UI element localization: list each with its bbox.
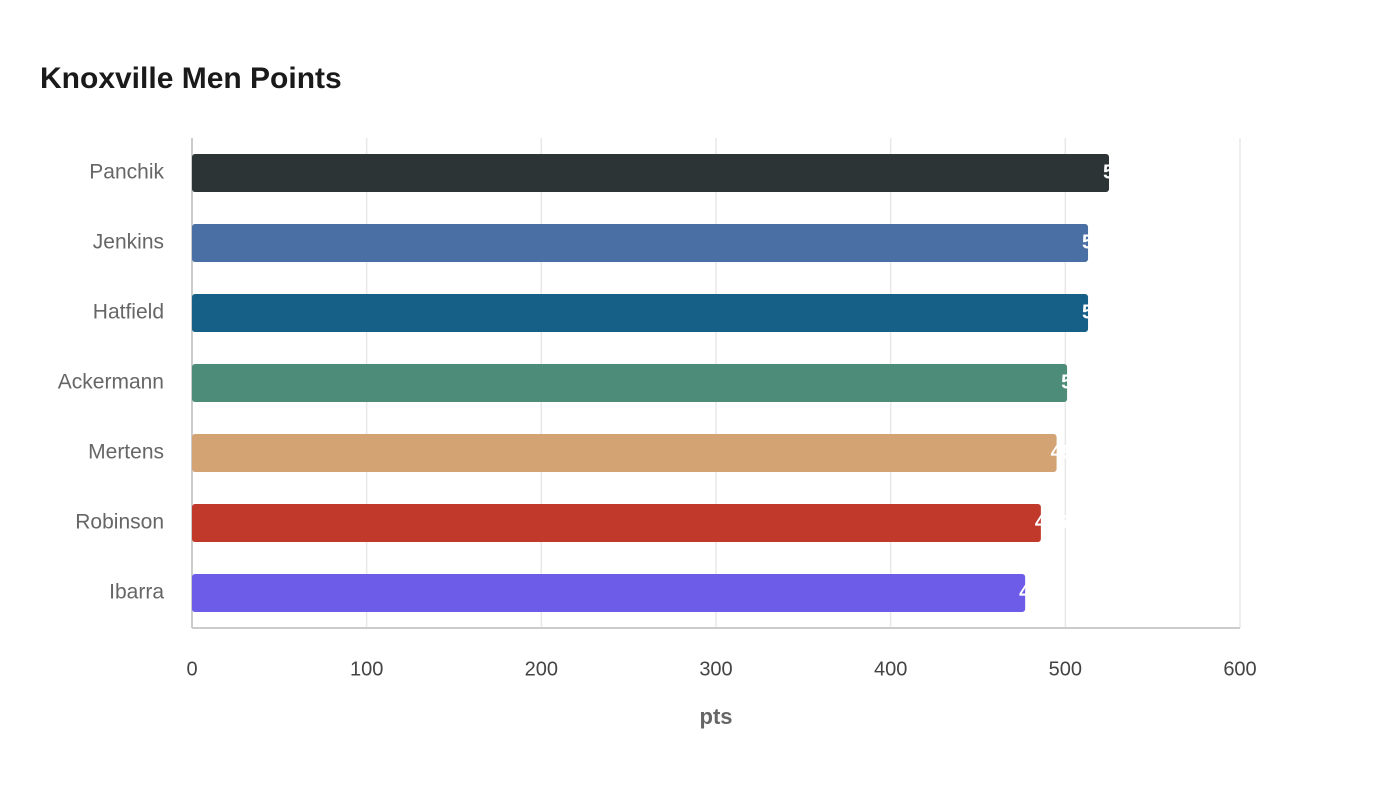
x-tick-label: 500 xyxy=(1049,658,1082,680)
value-label: 513 xyxy=(1082,231,1115,253)
bar xyxy=(192,224,1089,262)
value-label: 486 xyxy=(1035,511,1068,533)
y-tick-label: Hatfield xyxy=(93,301,164,324)
x-tick-label: 100 xyxy=(350,658,383,680)
bar xyxy=(192,154,1109,192)
y-tick-label: Robinson xyxy=(75,511,164,534)
y-tick-label: Ibarra xyxy=(109,581,164,604)
value-label: 501 xyxy=(1061,371,1094,393)
value-label: 495 xyxy=(1051,441,1084,463)
bar xyxy=(192,504,1041,542)
value-label: 525 xyxy=(1103,161,1136,183)
x-tick-label: 600 xyxy=(1223,658,1256,680)
bar xyxy=(192,574,1026,612)
bar xyxy=(192,294,1089,332)
y-tick-label: Panchik xyxy=(89,161,164,184)
y-tick-label: Mertens xyxy=(88,441,164,464)
bar xyxy=(192,434,1057,472)
x-tick-label: 0 xyxy=(186,658,197,680)
chart-title: Knoxville Men Points xyxy=(40,62,342,95)
y-tick-label: Jenkins xyxy=(93,231,164,254)
x-tick-label: 200 xyxy=(525,658,558,680)
value-label: 513 xyxy=(1082,301,1115,323)
value-label: 477 xyxy=(1019,581,1052,603)
y-tick-label: Ackermann xyxy=(58,371,164,394)
x-axis-label: pts xyxy=(700,704,733,729)
bar xyxy=(192,364,1068,402)
x-tick-label: 300 xyxy=(699,658,732,680)
x-tick-label: 400 xyxy=(874,658,907,680)
